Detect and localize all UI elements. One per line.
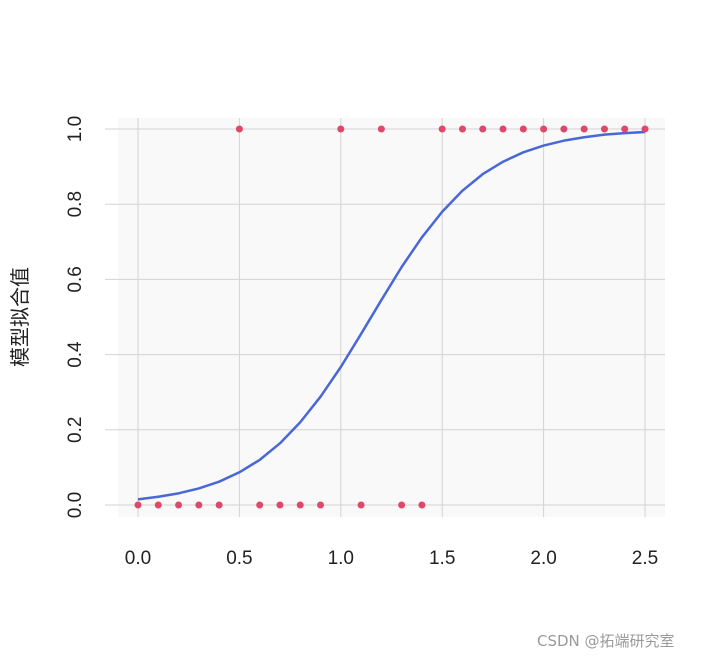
data-point — [641, 125, 649, 133]
data-point — [377, 125, 385, 133]
x-tick-label: 0.5 — [226, 548, 252, 569]
data-point — [499, 125, 507, 133]
data-point — [540, 125, 548, 133]
data-point — [600, 125, 608, 133]
data-point — [256, 501, 264, 509]
data-point — [479, 125, 487, 133]
x-tick-label: 1.5 — [429, 548, 455, 569]
watermark: CSDN @拓端研究室 — [537, 632, 675, 650]
y-axis-label: 模型拟合值 — [8, 267, 32, 367]
data-point — [438, 125, 446, 133]
data-point — [235, 125, 243, 133]
y-tick-label: 0.4 — [65, 341, 86, 368]
data-point — [519, 125, 527, 133]
data-point — [296, 501, 304, 509]
fitted-curve-line — [137, 130, 646, 501]
y-tick-label: 0.0 — [65, 492, 86, 518]
data-point — [317, 501, 325, 509]
data-point — [276, 501, 284, 509]
y-tick-label: 0.8 — [65, 191, 86, 217]
x-tick-label: 1.0 — [328, 548, 354, 569]
data-point — [458, 125, 466, 133]
y-tick-label: 0.6 — [65, 266, 86, 292]
x-tick-label: 2.0 — [530, 548, 556, 569]
data-point — [337, 125, 345, 133]
data-point — [580, 125, 588, 133]
x-tick-label: 2.5 — [632, 548, 658, 569]
y-tick-label: 1.0 — [65, 116, 86, 142]
data-point — [154, 501, 162, 509]
data-point — [398, 501, 406, 509]
data-point — [357, 501, 365, 509]
data-point — [195, 501, 203, 509]
y-tick-label: 0.2 — [65, 417, 86, 443]
data-point — [560, 125, 568, 133]
data-point — [215, 501, 223, 509]
data-point — [175, 501, 183, 509]
x-tick-label: 0.0 — [125, 548, 151, 569]
plot-panel — [118, 118, 665, 517]
data-point — [621, 125, 629, 133]
data-point — [418, 501, 426, 509]
data-point — [134, 501, 142, 509]
